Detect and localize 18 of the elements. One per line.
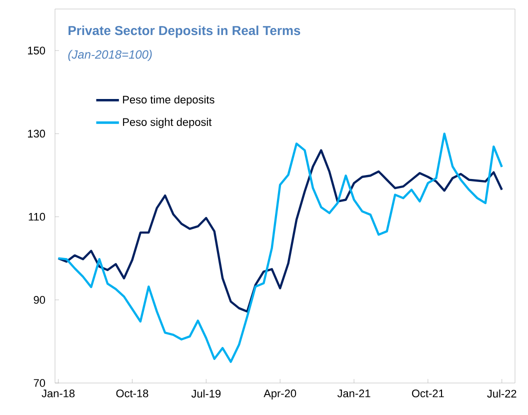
y-tick-label: 90: [34, 296, 46, 304]
y-tick-label: 70: [34, 379, 46, 387]
text: Private Sector Deposits in Real Terms: [68, 26, 300, 38]
y-tick-label: 130: [28, 130, 46, 138]
x-tick-label: Jul-19: [191, 390, 221, 398]
x-tick-label: Oct-18: [116, 390, 148, 398]
x-tick-label: Jan-21: [337, 390, 370, 398]
y-tick-label: 110: [28, 212, 46, 221]
legend-label: Peso sight deposit: [123, 118, 212, 128]
x-tick-label: Apr-20: [264, 390, 296, 400]
x-tick-label: Jul-22: [487, 390, 516, 398]
line-series: [57, 132, 503, 363]
y-tick-label: 150: [28, 46, 46, 54]
x-tick-label: Jan-18: [42, 390, 75, 398]
legend-label: Peso time deposits: [123, 95, 214, 106]
text: (Jan-2018=100): [68, 50, 152, 62]
line-series: [57, 149, 503, 313]
x-tick-label: Oct-21: [412, 390, 444, 398]
